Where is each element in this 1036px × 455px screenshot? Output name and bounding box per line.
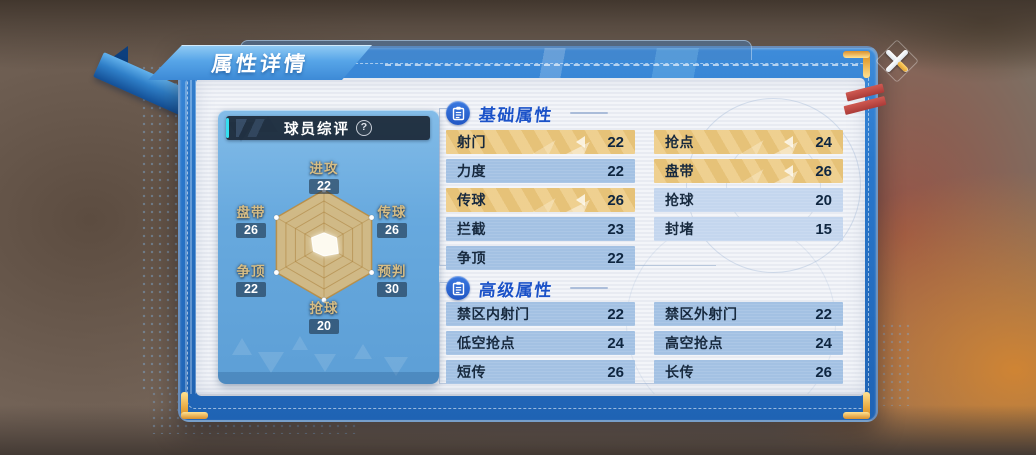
radar-axis-value: 22 [236, 282, 266, 297]
attribute-row: 盘带 26 [654, 159, 843, 183]
basic-attributes-grid: 射门 22 抢点 24 力度 22 盘带 26 传球 26 抢球 20 拦截 23 封堵 15 争顶 22 [446, 130, 843, 270]
advanced-attributes-grid: 禁区内射门 22 禁区外射门 22 低空抢点 24 高空抢点 24 短传 26 长传 26 [446, 302, 843, 384]
left-stripe-decoration [185, 80, 197, 394]
attribute-row: 射门 22 [446, 130, 635, 154]
attribute-label: 抢球 [665, 192, 694, 208]
clipboard-icon [446, 276, 470, 300]
attribute-row: 短传 26 [446, 360, 635, 384]
radar-axis-label: 争顶 [236, 264, 266, 279]
attribute-row: 传球 26 [446, 188, 635, 212]
attribute-row: 禁区外射门 22 [654, 302, 843, 326]
radar-axis-value: 26 [236, 223, 266, 238]
attribute-row: 高空抢点 24 [654, 331, 843, 355]
attribute-value: 26 [815, 363, 832, 381]
attribute-row: 抢点 24 [654, 130, 843, 154]
attribute-label: 低空抢点 [457, 335, 515, 351]
attribute-label: 争顶 [457, 250, 486, 266]
radar-axis: 预判 30 [377, 260, 407, 298]
attribute-row: 长传 26 [654, 360, 843, 384]
radar-axis-label: 预判 [377, 264, 407, 279]
attribute-row: 拦截 23 [446, 217, 635, 241]
attribute-row: 争顶 22 [446, 246, 635, 270]
card-bottom-edge [218, 372, 439, 384]
attribute-value: 22 [607, 249, 624, 267]
help-icon[interactable]: ? [356, 120, 372, 136]
radar-axis-label: 进攻 [309, 161, 339, 176]
radar-axis-label: 传球 [377, 205, 407, 220]
attribute-value: 24 [607, 334, 624, 352]
attribute-label: 传球 [457, 192, 486, 208]
attribute-value: 26 [607, 363, 624, 381]
close-button[interactable] [872, 36, 922, 86]
attribute-label: 封堵 [665, 221, 694, 237]
gold-corner-accent [843, 392, 870, 419]
dashed-line-decoration [385, 64, 858, 66]
radar-axis: 争顶 22 [236, 260, 266, 298]
advanced-attributes-title: 高级属性 [477, 280, 554, 300]
attribute-label: 抢点 [665, 134, 694, 150]
radar-axis-label: 抢球 [309, 301, 339, 316]
title-dash-decoration [570, 287, 608, 289]
radar-axis-value: 30 [377, 282, 407, 297]
attribute-label: 拦截 [457, 221, 486, 237]
attribute-row: 低空抢点 24 [446, 331, 635, 355]
player-rating-card: 球员综评 ? 进攻 22 传球 26 预判 30 抢球 20 争顶 22 盘带 26 [218, 110, 439, 384]
attribute-row: 封堵 15 [654, 217, 843, 241]
radar-axis: 盘带 26 [236, 201, 266, 239]
radar-axis: 传球 26 [377, 201, 407, 239]
attribute-value: 22 [607, 162, 624, 180]
player-rating-header: 球员综评 ? [226, 116, 430, 140]
gold-corner-accent [181, 392, 208, 419]
attribute-label: 短传 [457, 364, 486, 380]
attribute-label: 射门 [457, 134, 486, 150]
attribute-value: 20 [815, 191, 832, 209]
attribute-row: 禁区内射门 22 [446, 302, 635, 326]
attribute-value: 22 [607, 133, 624, 151]
radar-axis-value: 22 [309, 179, 339, 194]
attribute-value: 26 [607, 191, 624, 209]
radar-axis: 抢球 20 [309, 297, 339, 335]
attribute-row: 抢球 20 [654, 188, 843, 212]
attribute-value: 26 [815, 162, 832, 180]
attribute-value: 15 [815, 220, 832, 238]
basic-attributes-title: 基础属性 [477, 105, 554, 125]
attribute-value: 22 [607, 305, 624, 323]
clipboard-icon [446, 101, 470, 125]
radar-chart: 进攻 22 传球 26 预判 30 抢球 20 争顶 22 盘带 26 [218, 110, 439, 384]
attribute-details-dialog: 属性详情 球员综评 ? 进攻 22 传球 26 预判 30 抢球 20 争顶 22 盘带 26 [178, 40, 887, 422]
attribute-label: 禁区外射门 [665, 306, 738, 322]
attribute-label: 禁区内射门 [457, 306, 530, 322]
attribute-value: 22 [815, 305, 832, 323]
dialog-title: 属性详情 [210, 52, 310, 76]
basic-attributes-section: 基础属性 [446, 100, 608, 126]
advanced-attributes-section: 高级属性 [446, 275, 608, 301]
radar-axis-value: 26 [377, 223, 407, 238]
title-dash-decoration [570, 112, 608, 114]
gold-corner-accent [843, 51, 870, 78]
attribute-label: 盘带 [665, 163, 694, 179]
attribute-value: 23 [607, 220, 624, 238]
player-rating-title: 球员综评 [284, 121, 350, 138]
radar-axis-label: 盘带 [236, 205, 266, 220]
radar-axis: 进攻 22 [309, 157, 339, 195]
radar-axis-value: 20 [309, 319, 339, 334]
attribute-label: 高空抢点 [665, 335, 723, 351]
attribute-label: 长传 [665, 364, 694, 380]
attribute-value: 24 [815, 334, 832, 352]
dialog-title-banner: 属性详情 [148, 45, 372, 80]
attribute-row: 力度 22 [446, 159, 635, 183]
attribute-value: 24 [815, 133, 832, 151]
attribute-label: 力度 [457, 163, 486, 179]
